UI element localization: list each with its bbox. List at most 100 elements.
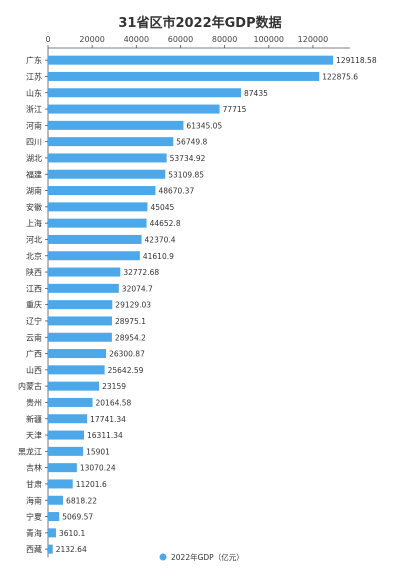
value-label: 16311.34 [87, 431, 123, 440]
value-label: 77715 [223, 105, 247, 114]
category-label: 陕西 [26, 267, 42, 277]
category-label: 浙江 [26, 104, 42, 114]
bar[interactable] [48, 463, 77, 473]
category-label: 重庆 [26, 300, 42, 310]
bar[interactable] [48, 430, 85, 440]
x-tick-label: 80000 [212, 35, 237, 44]
category-label: 广西 [26, 349, 42, 359]
bar[interactable] [48, 267, 121, 277]
bar[interactable] [48, 251, 140, 261]
bar[interactable] [48, 283, 119, 293]
value-label: 3610.1 [59, 529, 85, 538]
category-label: 内蒙古 [18, 381, 42, 391]
category-label: 山西 [26, 365, 42, 375]
category-label: 河南 [26, 120, 42, 130]
category-label: 安徽 [26, 202, 42, 212]
category-label: 福建 [26, 169, 42, 179]
category-label: 海南 [26, 495, 42, 505]
category-label: 新疆 [26, 414, 42, 424]
category-label: 湖北 [26, 154, 42, 163]
category-label: 河北 [26, 234, 42, 244]
bar[interactable] [48, 512, 60, 522]
value-label: 20164.58 [96, 398, 132, 407]
category-label: 广东 [26, 55, 42, 65]
legend-label: 2022年GDP（亿元） [171, 552, 244, 562]
value-label: 2132.64 [56, 545, 87, 554]
bar[interactable] [48, 137, 174, 147]
category-label: 甘肃 [26, 479, 42, 489]
bar[interactable] [48, 104, 220, 114]
value-label: 53109.85 [168, 170, 204, 179]
category-label: 湖南 [26, 186, 42, 196]
value-label: 44652.8 [150, 219, 181, 228]
value-label: 23159 [102, 382, 126, 391]
value-label: 53734.92 [170, 154, 206, 163]
bar[interactable] [48, 186, 156, 196]
chart-title: 31省区市2022年GDP数据 [118, 15, 281, 31]
value-label: 5069.57 [62, 513, 93, 522]
bar[interactable] [48, 71, 320, 81]
bar[interactable] [48, 300, 113, 310]
category-label: 云南 [26, 332, 42, 342]
bar[interactable] [48, 234, 142, 244]
value-label: 28975.1 [115, 317, 146, 326]
x-axis: 0 20000 40000 60000 80000 100000 120000 [45, 35, 350, 49]
bar[interactable] [48, 495, 64, 505]
bar[interactable] [48, 381, 100, 391]
bar[interactable] [48, 349, 107, 359]
value-label: 17741.34 [90, 415, 126, 424]
bar[interactable] [48, 544, 53, 554]
category-label: 青海 [26, 528, 42, 538]
category-label: 黑龙江 [18, 446, 42, 456]
value-label: 129118.58 [336, 56, 377, 65]
value-label: 6818.22 [66, 496, 97, 505]
value-label: 25642.59 [108, 366, 144, 375]
bar[interactable] [48, 88, 242, 98]
x-tick-label: 120000 [298, 35, 329, 44]
category-label: 山东 [26, 88, 42, 98]
category-label: 上海 [26, 218, 42, 228]
bar[interactable] [48, 397, 93, 407]
bar[interactable] [48, 169, 166, 179]
value-label: 61345.05 [186, 121, 222, 130]
bar[interactable] [48, 316, 112, 326]
category-label: 吉林 [26, 463, 42, 473]
value-label: 32772.68 [123, 268, 159, 277]
bar[interactable] [48, 202, 148, 212]
value-label: 45045 [150, 203, 174, 212]
bar[interactable] [48, 446, 84, 456]
bar[interactable] [48, 332, 112, 342]
y-axis: 广东江苏山东浙江河南四川湖北福建湖南安徽上海河北北京陕西江西重庆辽宁云南广西山西… [18, 48, 49, 558]
value-label: 48670.37 [158, 187, 194, 196]
value-label: 11201.6 [76, 480, 107, 489]
bar[interactable] [48, 528, 56, 538]
category-label: 江苏 [26, 71, 42, 81]
category-label: 四川 [26, 138, 42, 147]
bar[interactable] [48, 55, 334, 65]
legend[interactable]: 2022年GDP（亿元） [159, 552, 244, 562]
bar[interactable] [48, 153, 167, 163]
value-label: 29129.03 [115, 301, 151, 310]
value-label: 122875.6 [322, 72, 358, 81]
value-label: 28954.2 [115, 333, 146, 342]
bar[interactable] [48, 218, 147, 228]
category-label: 宁夏 [26, 512, 42, 522]
bar[interactable] [48, 414, 88, 424]
category-label: 天津 [26, 430, 42, 440]
category-label: 西藏 [26, 544, 42, 554]
x-tick-label: 20000 [79, 35, 104, 44]
legend-swatch [159, 553, 167, 561]
x-tick-label: 0 [45, 35, 50, 44]
category-label: 北京 [26, 251, 42, 261]
bar[interactable] [48, 479, 73, 489]
bar[interactable] [48, 365, 105, 375]
value-label: 87435 [244, 89, 268, 98]
value-label: 32074.7 [122, 284, 153, 293]
category-label: 辽宁 [26, 316, 42, 326]
x-tick-label: 100000 [253, 35, 284, 44]
value-label: 26300.87 [109, 350, 145, 359]
bar[interactable] [48, 120, 184, 130]
